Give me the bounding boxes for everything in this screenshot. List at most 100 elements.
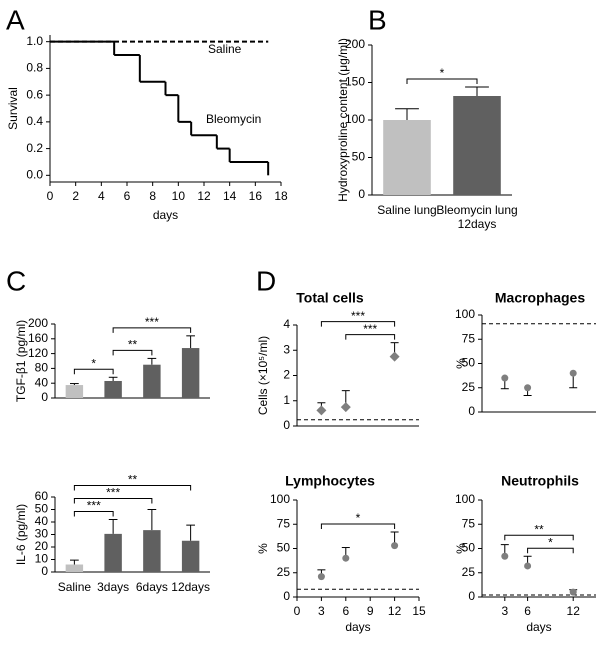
y-tick-label: 0 (283, 589, 290, 603)
y-tick-label: 0.4 (26, 114, 43, 128)
y-tick-label: 160 (28, 331, 48, 345)
bar (453, 96, 501, 195)
significance-bracket (73, 498, 153, 504)
y-tick-label: 0 (358, 187, 365, 201)
y-tick-label: 100 (455, 307, 475, 321)
y-tick-label: 150 (345, 75, 365, 89)
significance-label: * (91, 356, 96, 370)
x-tick-label: 4 (98, 189, 105, 203)
significance-bracket (320, 321, 396, 327)
bar (65, 564, 84, 572)
y-tick-label: 200 (28, 316, 48, 330)
point (569, 369, 577, 377)
y-tick-label: 0 (468, 589, 475, 603)
y-axis-label: Survival (6, 87, 20, 130)
y-tick-label: 20 (35, 539, 49, 553)
x-tick-label: 0 (47, 189, 54, 203)
significance-bracket (112, 327, 192, 333)
bar (65, 385, 84, 398)
y-tick-label: 0.0 (26, 167, 43, 181)
x-tick-label: 14 (223, 189, 237, 203)
significance-bracket (320, 523, 396, 530)
bar (383, 120, 431, 195)
x-tick-label: 6 (524, 604, 531, 618)
significance-label: *** (87, 499, 101, 513)
y-tick-label: 4 (283, 317, 290, 331)
x-tick-label: 3days (97, 580, 129, 594)
y-tick-label: 50 (462, 541, 476, 555)
y-tick-label: 50 (462, 356, 476, 370)
significance-bracket (527, 547, 574, 554)
bar (181, 348, 200, 398)
y-tick-label: 0 (41, 390, 48, 404)
y-tick-label: 0.2 (26, 141, 43, 155)
y-axis-label: % (454, 358, 468, 369)
x-tick-label: 6 (342, 604, 349, 618)
y-tick-label: 10 (35, 552, 49, 566)
y-tick-label: 100 (455, 492, 475, 506)
chart-title: Neutrophils (501, 473, 579, 489)
x-tick-label: 8 (149, 189, 156, 203)
y-tick-label: 60 (35, 489, 49, 503)
point (317, 573, 325, 581)
significance-label: *** (145, 315, 159, 329)
significance-label: ** (128, 473, 138, 487)
x-axis-label: days (345, 620, 370, 634)
chart-title: Total cells (296, 290, 364, 306)
significance-bracket (345, 334, 396, 340)
point (501, 374, 509, 382)
y-tick-label: 80 (35, 361, 49, 375)
significance-label: ** (534, 522, 544, 536)
y-tick-label: 75 (462, 516, 476, 530)
y-tick-label: 0.8 (26, 61, 43, 75)
bar (143, 530, 161, 572)
significance-label: *** (351, 309, 365, 323)
significance-bracket (73, 511, 114, 517)
panel-letter: D (256, 265, 276, 296)
bar (104, 380, 122, 398)
panel-letter: A (6, 4, 25, 35)
point (524, 562, 532, 570)
y-tick-label: 50 (352, 150, 366, 164)
significance-bracket (406, 78, 478, 84)
y-tick-label: 2 (283, 368, 290, 382)
series-label: Bleomycin (206, 112, 261, 126)
x-axis-label: days (526, 620, 551, 634)
significance-label: * (356, 511, 361, 525)
point (569, 588, 577, 596)
y-axis-label: Hydroxyproline content (μg/ml) (336, 38, 350, 202)
point (340, 402, 351, 413)
x-tick-label: 6 (124, 189, 131, 203)
y-tick-label: 0 (283, 418, 290, 432)
y-tick-label: 3 (283, 342, 290, 356)
chart-title: Macrophages (495, 290, 585, 306)
x-tick-label: 10 (172, 189, 186, 203)
x-tick-label: 12 (388, 604, 402, 618)
x-tick-label: 12 (567, 604, 581, 618)
bar (181, 540, 200, 572)
point (391, 542, 399, 550)
point (389, 351, 400, 362)
significance-label: *** (363, 322, 377, 336)
bar (143, 364, 161, 398)
x-tick-label: 16 (249, 189, 263, 203)
x-tick-label: 12days (171, 580, 210, 594)
x-tick-label: 2 (72, 189, 79, 203)
x-tick-label: Bleomycin lung 12days (436, 203, 517, 231)
y-axis-label: IL-6 (pg/ml) (14, 504, 28, 565)
y-tick-label: 40 (35, 514, 49, 528)
x-tick-label: 15 (412, 604, 426, 618)
significance-label: * (548, 535, 553, 549)
y-tick-label: 50 (277, 541, 291, 555)
y-tick-label: 0 (468, 404, 475, 418)
significance-bracket (112, 349, 153, 356)
x-tick-label: 0 (294, 604, 301, 618)
significance-label: * (440, 66, 445, 80)
series-label: Saline (208, 42, 242, 56)
panel-letter: B (368, 4, 387, 35)
x-tick-label: Saline (58, 580, 92, 594)
significance-bracket (73, 485, 192, 491)
y-axis-label: % (256, 543, 270, 554)
